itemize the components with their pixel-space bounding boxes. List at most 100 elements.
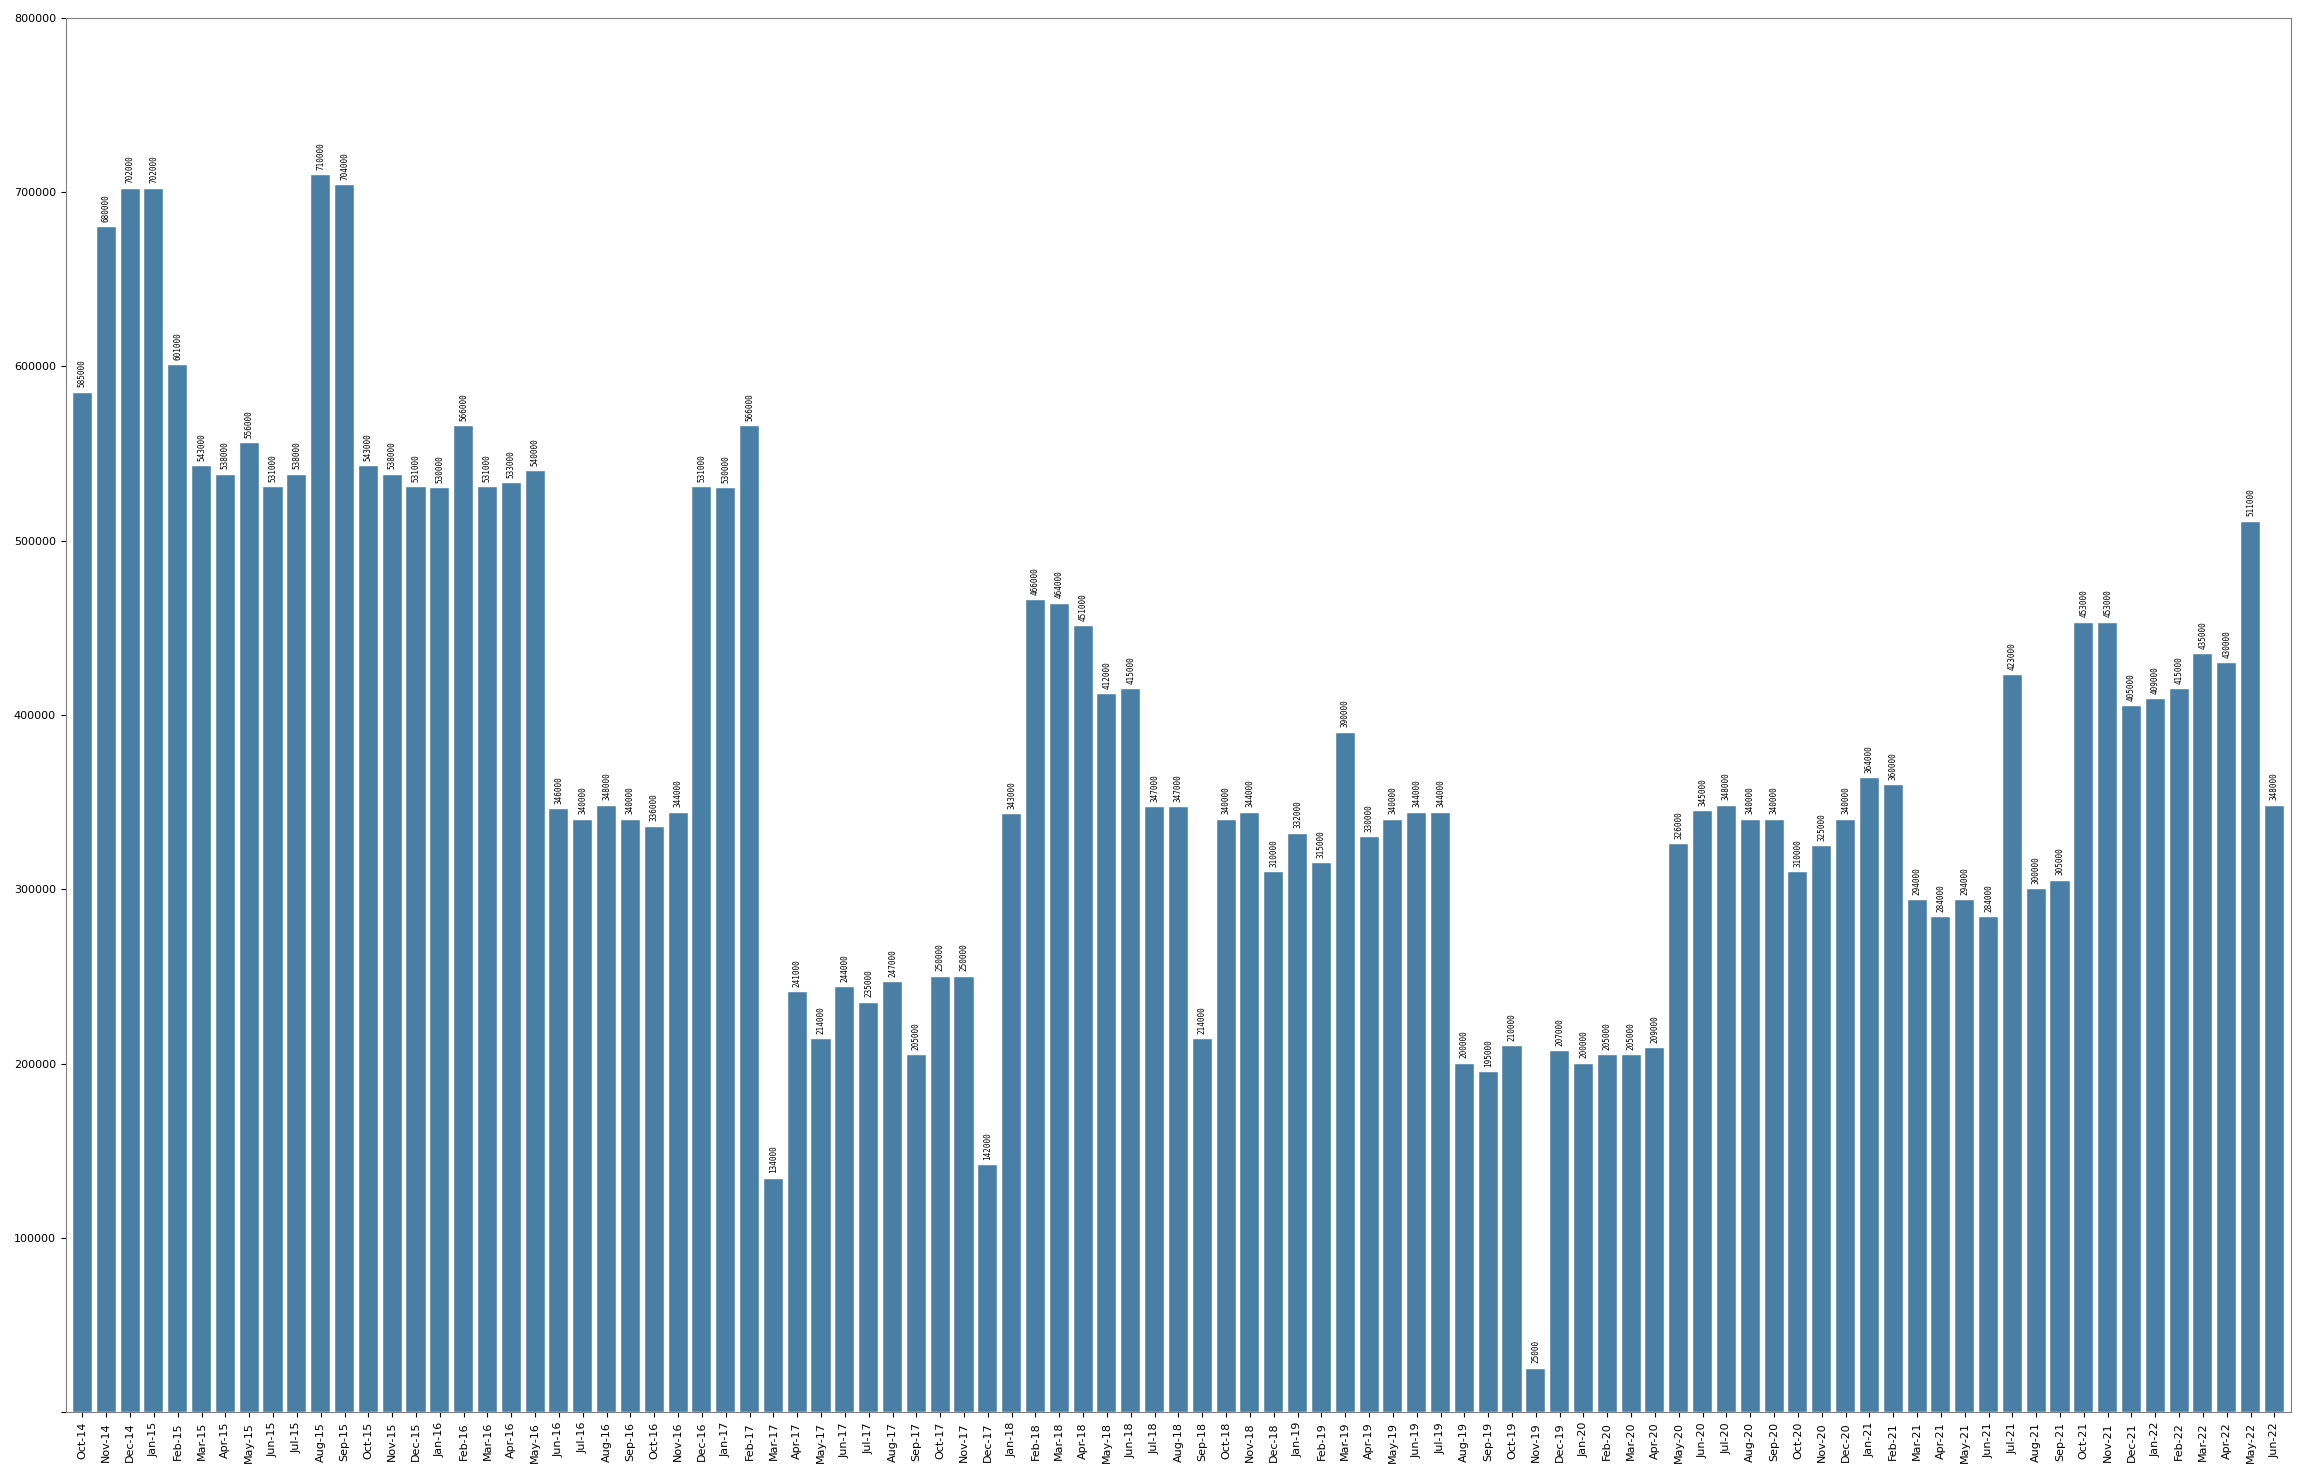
- Text: 409000: 409000: [2151, 666, 2160, 694]
- Bar: [2194, 654, 2213, 1412]
- Text: 585000: 585000: [78, 359, 88, 387]
- Text: 300000: 300000: [2031, 857, 2040, 885]
- Bar: [1740, 820, 1759, 1412]
- Text: 284000: 284000: [1936, 885, 1945, 911]
- Text: 566000: 566000: [459, 393, 468, 421]
- Text: 214000: 214000: [1199, 1006, 1208, 1034]
- Bar: [1574, 1063, 1593, 1412]
- Text: 415000: 415000: [2174, 656, 2183, 684]
- Text: 294000: 294000: [1913, 867, 1922, 895]
- Text: 325000: 325000: [1816, 812, 1826, 840]
- Bar: [1597, 1055, 1616, 1412]
- Bar: [788, 993, 807, 1412]
- Bar: [168, 365, 187, 1412]
- Text: 530000: 530000: [436, 455, 445, 483]
- Text: 250000: 250000: [936, 944, 945, 972]
- Text: 284000: 284000: [1985, 885, 1994, 911]
- Bar: [288, 474, 307, 1412]
- Text: 556000: 556000: [244, 411, 254, 439]
- Bar: [2051, 880, 2070, 1412]
- Bar: [1074, 626, 1093, 1412]
- Text: 205000: 205000: [1602, 1022, 1611, 1050]
- Bar: [217, 474, 235, 1412]
- Text: 310000: 310000: [1793, 839, 1803, 867]
- Bar: [1980, 917, 1998, 1412]
- Bar: [931, 976, 950, 1412]
- Bar: [120, 189, 141, 1412]
- Text: 466000: 466000: [1030, 567, 1040, 595]
- Text: 710000: 710000: [316, 142, 325, 170]
- Text: 205000: 205000: [1627, 1022, 1637, 1050]
- Bar: [740, 425, 758, 1412]
- Bar: [431, 489, 449, 1412]
- Text: 364000: 364000: [1865, 744, 1874, 772]
- Text: 250000: 250000: [959, 944, 968, 972]
- Text: 453000: 453000: [2079, 589, 2088, 617]
- Bar: [477, 487, 498, 1412]
- Text: 344000: 344000: [673, 780, 682, 808]
- Bar: [406, 487, 426, 1412]
- Text: 348000: 348000: [602, 772, 611, 801]
- Text: 348000: 348000: [2270, 772, 2280, 801]
- Bar: [1263, 871, 1284, 1412]
- Bar: [1669, 843, 1687, 1412]
- Text: 348000: 348000: [1722, 772, 1731, 801]
- Bar: [2003, 675, 2021, 1412]
- Bar: [954, 976, 973, 1412]
- Bar: [1146, 808, 1164, 1412]
- Text: 464000: 464000: [1056, 570, 1065, 598]
- Bar: [1860, 778, 1879, 1412]
- Bar: [860, 1003, 878, 1412]
- Text: 530000: 530000: [721, 455, 731, 483]
- Text: 134000: 134000: [770, 1146, 777, 1174]
- Text: 680000: 680000: [101, 193, 111, 222]
- Text: 538000: 538000: [221, 442, 230, 470]
- Bar: [574, 820, 592, 1412]
- Bar: [2123, 706, 2141, 1412]
- Text: 310000: 310000: [1270, 839, 1279, 867]
- Bar: [2146, 700, 2164, 1412]
- Text: 511000: 511000: [2245, 489, 2254, 517]
- Bar: [1169, 808, 1187, 1412]
- Text: 543000: 543000: [364, 433, 373, 461]
- Text: 566000: 566000: [745, 393, 754, 421]
- Bar: [1526, 1369, 1544, 1412]
- Text: 344000: 344000: [1413, 780, 1422, 808]
- Text: 294000: 294000: [1959, 867, 1968, 895]
- Bar: [1360, 837, 1378, 1412]
- Bar: [1694, 811, 1713, 1412]
- Bar: [1812, 846, 1830, 1412]
- Text: 344000: 344000: [1436, 780, 1445, 808]
- Text: 247000: 247000: [887, 948, 897, 976]
- Text: 326000: 326000: [1673, 811, 1683, 839]
- Bar: [597, 806, 615, 1412]
- Bar: [1623, 1055, 1641, 1412]
- Bar: [526, 471, 544, 1412]
- Text: 531000: 531000: [484, 453, 491, 482]
- Text: 210000: 210000: [1507, 1013, 1517, 1041]
- Bar: [692, 487, 712, 1412]
- Bar: [1837, 820, 1856, 1412]
- Bar: [1766, 820, 1784, 1412]
- Text: 430000: 430000: [2222, 629, 2231, 657]
- Bar: [1551, 1052, 1570, 1412]
- Text: 531000: 531000: [698, 453, 705, 482]
- Text: 340000: 340000: [1745, 787, 1754, 814]
- Text: 543000: 543000: [196, 433, 205, 461]
- Bar: [1955, 899, 1973, 1412]
- Text: 200000: 200000: [1579, 1031, 1588, 1059]
- Text: 340000: 340000: [627, 787, 634, 814]
- Bar: [1120, 688, 1141, 1412]
- Text: 330000: 330000: [1365, 803, 1374, 832]
- Bar: [145, 189, 164, 1412]
- Bar: [240, 443, 258, 1412]
- Bar: [834, 987, 855, 1412]
- Text: 412000: 412000: [1102, 662, 1111, 688]
- Bar: [1097, 694, 1116, 1412]
- Bar: [1383, 820, 1401, 1412]
- Bar: [1026, 600, 1044, 1412]
- Bar: [383, 474, 401, 1412]
- Text: 390000: 390000: [1342, 700, 1351, 727]
- Text: 200000: 200000: [1459, 1031, 1468, 1059]
- Text: 531000: 531000: [413, 453, 420, 482]
